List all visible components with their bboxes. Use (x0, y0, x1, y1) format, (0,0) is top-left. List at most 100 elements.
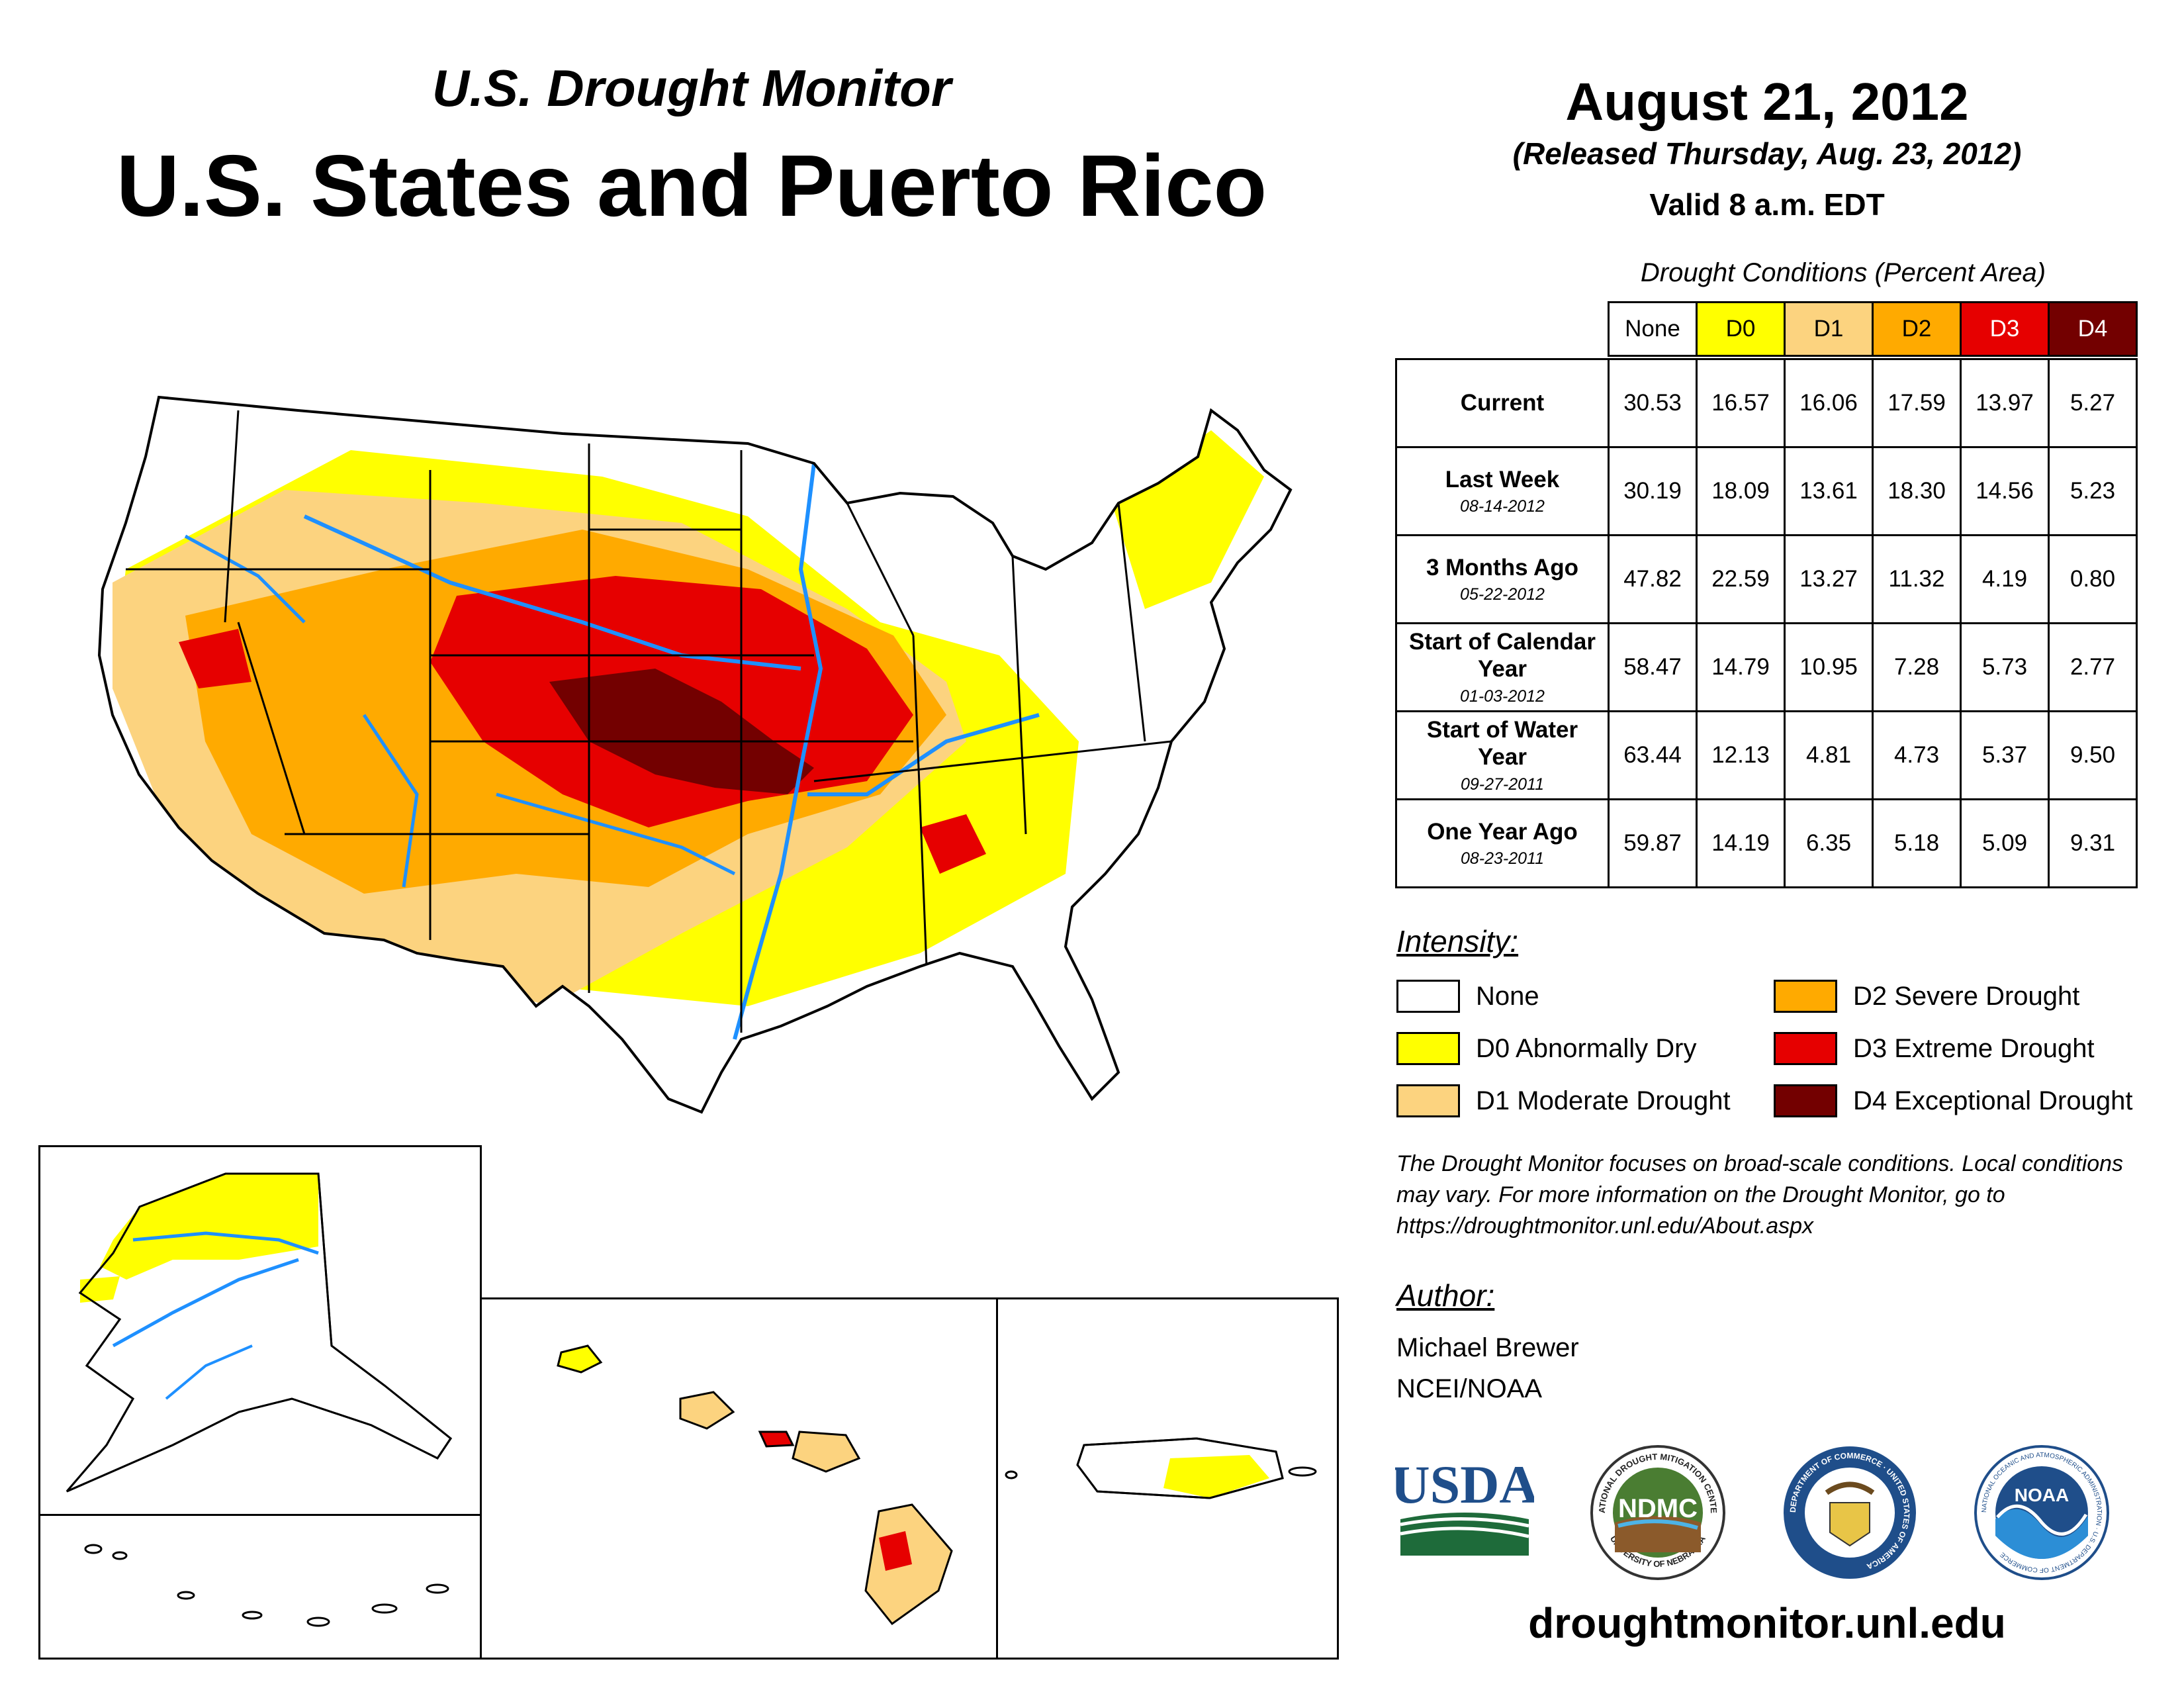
legend-item-d3: D3 Extreme Drought (1774, 1031, 2095, 1066)
drought-conditions-table: None D0 D1 D2 D3 D4 Current 30.53 16.57 16.… (1395, 301, 2138, 888)
aleutian-islands (84, 1544, 449, 1627)
row-label: One Year Ago 08-23-2011 (1395, 798, 1610, 888)
table-gap-row (1396, 355, 2137, 360)
author-org: NCEI/NOAA (1396, 1374, 1543, 1403)
cell-value: 58.47 (1608, 622, 1698, 712)
legend-item-none: None (1396, 979, 1539, 1013)
table-row: One Year Ago 08-23-2011 59.87 14.19 6.35 5.18… (1395, 798, 2138, 888)
cell-value: 16.06 (1784, 358, 1874, 448)
legend-item-d4: D4 Exceptional Drought (1774, 1084, 2132, 1118)
cell-value: 12.13 (1696, 710, 1786, 800)
row-label-text: One Year Ago (1427, 818, 1578, 845)
row-label-text: 3 Months Ago (1426, 554, 1579, 581)
cell-value: 14.56 (1960, 446, 2050, 536)
noaa-logo-text: NOAA (2015, 1485, 2069, 1505)
table-row: Start of Water Year 09-27-2011 63.44 12.13 4… (1395, 710, 2138, 800)
hawaii-map (557, 1344, 953, 1626)
map-subtitle: U.S. Drought Monitor (432, 59, 952, 117)
legend-label: D0 Abnormally Dry (1476, 1033, 1697, 1063)
cell-value: 14.79 (1696, 622, 1786, 712)
noaa-logo: NATIONAL OCEANIC AND ATMOSPHERIC ADMINIS… (1974, 1445, 2109, 1580)
row-date: 05-22-2012 (1460, 585, 1545, 604)
cell-value: 9.31 (2048, 798, 2138, 888)
author-name: Michael Brewer (1396, 1333, 1579, 1362)
table-corner (1396, 303, 1609, 356)
usda-logo: USDA (1395, 1454, 1534, 1556)
legend-item-d2: D2 Severe Drought (1774, 979, 2079, 1013)
legend-item-d1: D1 Moderate Drought (1396, 1084, 1731, 1118)
row-date: 08-14-2012 (1460, 496, 1545, 516)
cell-value: 13.97 (1960, 358, 2050, 448)
author-block: Michael Brewer NCEI/NOAA (1396, 1327, 1579, 1409)
footer-url: droughtmonitor.unl.edu (1528, 1599, 2006, 1647)
row-label-text: Start of Water Year (1426, 716, 1578, 771)
cell-value: 6.35 (1784, 798, 1874, 888)
cell-value: 63.44 (1608, 710, 1698, 800)
conus-drought-map (97, 395, 1293, 1114)
legend-label: D4 Exceptional Drought (1853, 1086, 2133, 1115)
release-date: (Released Thursday, Aug. 23, 2012) (1512, 136, 2022, 171)
alaska-map (66, 1172, 453, 1493)
row-label: Last Week 08-14-2012 (1395, 446, 1610, 536)
puerto-rico-map (1005, 1437, 1317, 1499)
legend-swatch (1396, 1032, 1460, 1065)
cell-value: 5.09 (1960, 798, 2050, 888)
cell-value: 4.73 (1872, 710, 1962, 800)
col-d0: D0 (1696, 301, 1786, 357)
row-date: 09-27-2011 (1460, 774, 1545, 794)
col-d4: D4 (2048, 301, 2138, 357)
usda-logo-text: USDA (1395, 1454, 1534, 1515)
disclaimer-note: The Drought Monitor focuses on broad-sca… (1396, 1151, 2124, 1239)
table-title: Drought Conditions (Percent Area) (1640, 258, 2046, 287)
cell-value: 13.27 (1784, 534, 1874, 624)
legend-label: D1 Moderate Drought (1476, 1086, 1731, 1115)
cell-value: 5.23 (2048, 446, 2138, 536)
col-d2: D2 (1872, 301, 1962, 357)
legend-heading: Intensity: (1396, 924, 1519, 959)
legend-swatch (1774, 980, 1837, 1013)
row-label-text: Start of Calendar Year (1409, 628, 1596, 682)
legend-swatch (1396, 1084, 1460, 1117)
row-label: Start of Calendar Year 01-03-2012 (1395, 622, 1610, 712)
ndmc-logo-text: NDMC (1618, 1494, 1698, 1523)
puerto-rico-inset (996, 1297, 1339, 1660)
cell-value: 5.27 (2048, 358, 2138, 448)
cell-value: 18.30 (1872, 446, 1962, 536)
cell-value: 4.81 (1784, 710, 1874, 800)
row-label: Start of Water Year 09-27-2011 (1395, 710, 1610, 800)
legend-swatch (1396, 980, 1460, 1013)
legend-swatch (1774, 1032, 1837, 1065)
row-date: 01-03-2012 (1460, 686, 1545, 706)
cell-value: 4.19 (1960, 534, 2050, 624)
cell-value: 30.53 (1608, 358, 1698, 448)
map-date: August 21, 2012 (1565, 72, 1969, 131)
hawaii-inset (480, 1297, 998, 1660)
legend-label: D3 Extreme Drought (1853, 1033, 2095, 1063)
row-label-text: Current (1460, 390, 1545, 416)
cell-value: 14.19 (1696, 798, 1786, 888)
legend-label: None (1476, 981, 1539, 1011)
map-title: U.S. States and Puerto Rico (116, 137, 1267, 234)
cell-value: 30.19 (1608, 446, 1698, 536)
cell-value: 17.59 (1872, 358, 1962, 448)
alaska-inset (38, 1145, 482, 1516)
table-row: Start of Calendar Year 01-03-2012 58.47 14.… (1395, 622, 2138, 712)
cell-value: 11.32 (1872, 534, 1962, 624)
row-date: 08-23-2011 (1460, 849, 1545, 868)
row-label: 3 Months Ago 05-22-2012 (1395, 534, 1610, 624)
cell-value: 13.61 (1784, 446, 1874, 536)
cell-value: 0.80 (2048, 534, 2138, 624)
cell-value: 59.87 (1608, 798, 1698, 888)
table-row: Last Week 08-14-2012 30.19 18.09 13.61 18.30 1… (1395, 446, 2138, 536)
cell-value: 9.50 (2048, 710, 2138, 800)
col-d3: D3 (1960, 301, 2050, 357)
cell-value: 10.95 (1784, 622, 1874, 712)
legend-label: D2 Severe Drought (1853, 981, 2080, 1011)
cell-value: 47.82 (1608, 534, 1698, 624)
cell-value: 2.77 (2048, 622, 2138, 712)
ndmc-logo: NATIONAL DROUGHT MITIGATION CENTER UNIVE… (1588, 1443, 1725, 1580)
col-d1: D1 (1784, 301, 1874, 357)
cell-value: 7.28 (1872, 622, 1962, 712)
legend-swatch (1774, 1084, 1837, 1117)
col-none: None (1608, 301, 1698, 357)
